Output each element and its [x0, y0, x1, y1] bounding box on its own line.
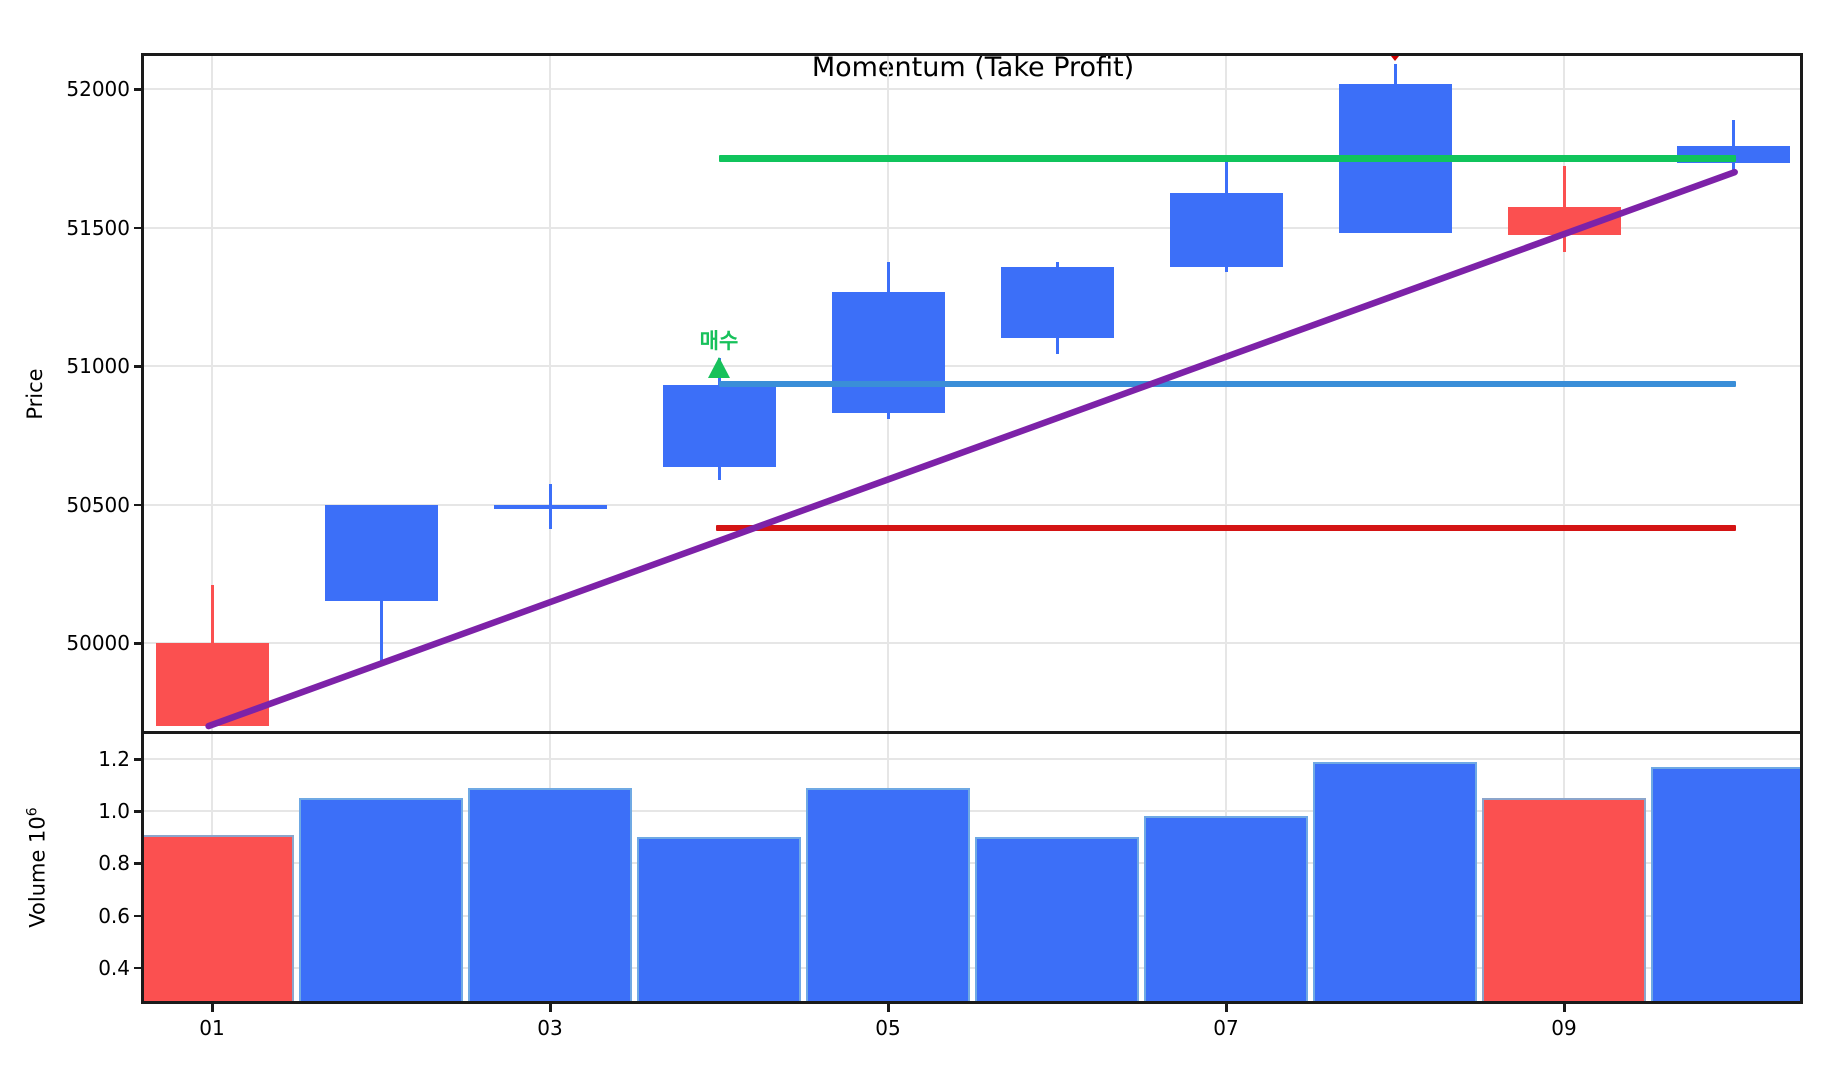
- price-tick-mark: [134, 642, 142, 645]
- candle-body: [1169, 192, 1283, 267]
- vertical-gridline: [549, 55, 551, 733]
- volume-gridline: [143, 966, 1803, 969]
- level-line-entry: [719, 381, 1737, 388]
- left-spine: [141, 53, 144, 1004]
- volume-gridline: [143, 810, 1803, 813]
- volume-tick-label: 1.0: [98, 799, 130, 824]
- price-tick-label: 50500: [66, 492, 130, 517]
- trend-line: [205, 168, 1738, 730]
- volume-tick-label: 0.4: [98, 955, 130, 980]
- candle-body: [1000, 266, 1114, 339]
- price-tick-label: 51000: [66, 354, 130, 379]
- vertical-gridline: [1225, 55, 1227, 733]
- x-tick-mark: [211, 1004, 214, 1012]
- trend-line-svg: [205, 168, 1738, 730]
- buy-arrow-icon: [708, 357, 730, 379]
- x-tick-mark: [1563, 1004, 1566, 1012]
- x-tick-label: 03: [537, 1016, 563, 1040]
- price-tick-label: 52000: [66, 77, 130, 102]
- candle-body: [831, 292, 945, 414]
- volume-axis-label: Volume 106: [24, 807, 50, 928]
- volume-tick-mark: [134, 914, 142, 918]
- price-tick-label: 50000: [66, 631, 130, 655]
- volume-gridline: [143, 862, 1803, 865]
- price-tick-mark: [134, 226, 142, 230]
- level-line-stop-loss: [715, 525, 1737, 532]
- chart-title: Momentum (Take Profit): [811, 52, 1135, 83]
- vertical-gridline: [1563, 55, 1565, 733]
- volume-panel-bottom-spine: [141, 1001, 1803, 1004]
- candle-body: [493, 505, 607, 510]
- right-spine: [1800, 53, 1803, 1004]
- volume-tick-label: 0.6: [98, 903, 130, 928]
- volume-tick-label: 1.2: [98, 747, 130, 772]
- x-tick-label: 05: [875, 1016, 901, 1040]
- x-tick-label: 09: [1551, 1016, 1577, 1040]
- x-tick-mark: [887, 1004, 890, 1012]
- volume-tick-mark: [134, 862, 142, 865]
- volume-bar: [299, 798, 463, 1003]
- price-gridline: [143, 226, 1803, 229]
- volume-tick-mark: [134, 966, 142, 970]
- buy-annotation-label: 매수: [699, 329, 739, 354]
- level-line-take-profit: [719, 154, 1737, 162]
- volume-bar: [1482, 798, 1646, 1003]
- price-tick-mark: [134, 503, 142, 507]
- volume-bar: [1144, 816, 1308, 1003]
- volume-tick-label: 0.8: [98, 851, 130, 876]
- price-gridline: [143, 365, 1803, 368]
- volume-bar: [806, 787, 970, 1003]
- price-gridline: [143, 642, 1803, 644]
- price-axis-label: Price: [23, 368, 47, 420]
- price-tick-mark: [134, 365, 142, 368]
- volume-bar: [1313, 761, 1477, 1003]
- price-gridline: [143, 503, 1803, 506]
- volume-tick-mark: [134, 810, 142, 813]
- x-tick-mark: [1225, 1004, 1228, 1012]
- price-gridline: [143, 88, 1803, 91]
- candle-body: [662, 385, 776, 468]
- volume-bar: [637, 837, 801, 1003]
- volume-bar: [975, 837, 1139, 1003]
- candle-body: [324, 504, 438, 602]
- volume-gridline: [143, 914, 1803, 917]
- panel-divider: [141, 731, 1803, 734]
- volume-panel: [143, 733, 1803, 1003]
- x-tick-mark: [549, 1004, 552, 1012]
- x-tick-label: 01: [199, 1016, 225, 1040]
- volume-gridline: [143, 758, 1803, 761]
- volume-bar: [1651, 766, 1803, 1003]
- volume-bar: [468, 787, 632, 1003]
- price-tick-mark: [134, 88, 142, 91]
- price-panel: 매수: [143, 55, 1803, 733]
- price-panel-top-spine: [141, 53, 1803, 56]
- volume-bar: [143, 834, 294, 1003]
- vertical-gridline: [211, 55, 213, 733]
- price-tick-label: 51500: [66, 215, 130, 240]
- volume-tick-mark: [134, 758, 142, 761]
- sell-marker-icon: [1387, 55, 1403, 61]
- x-tick-label: 07: [1213, 1016, 1239, 1040]
